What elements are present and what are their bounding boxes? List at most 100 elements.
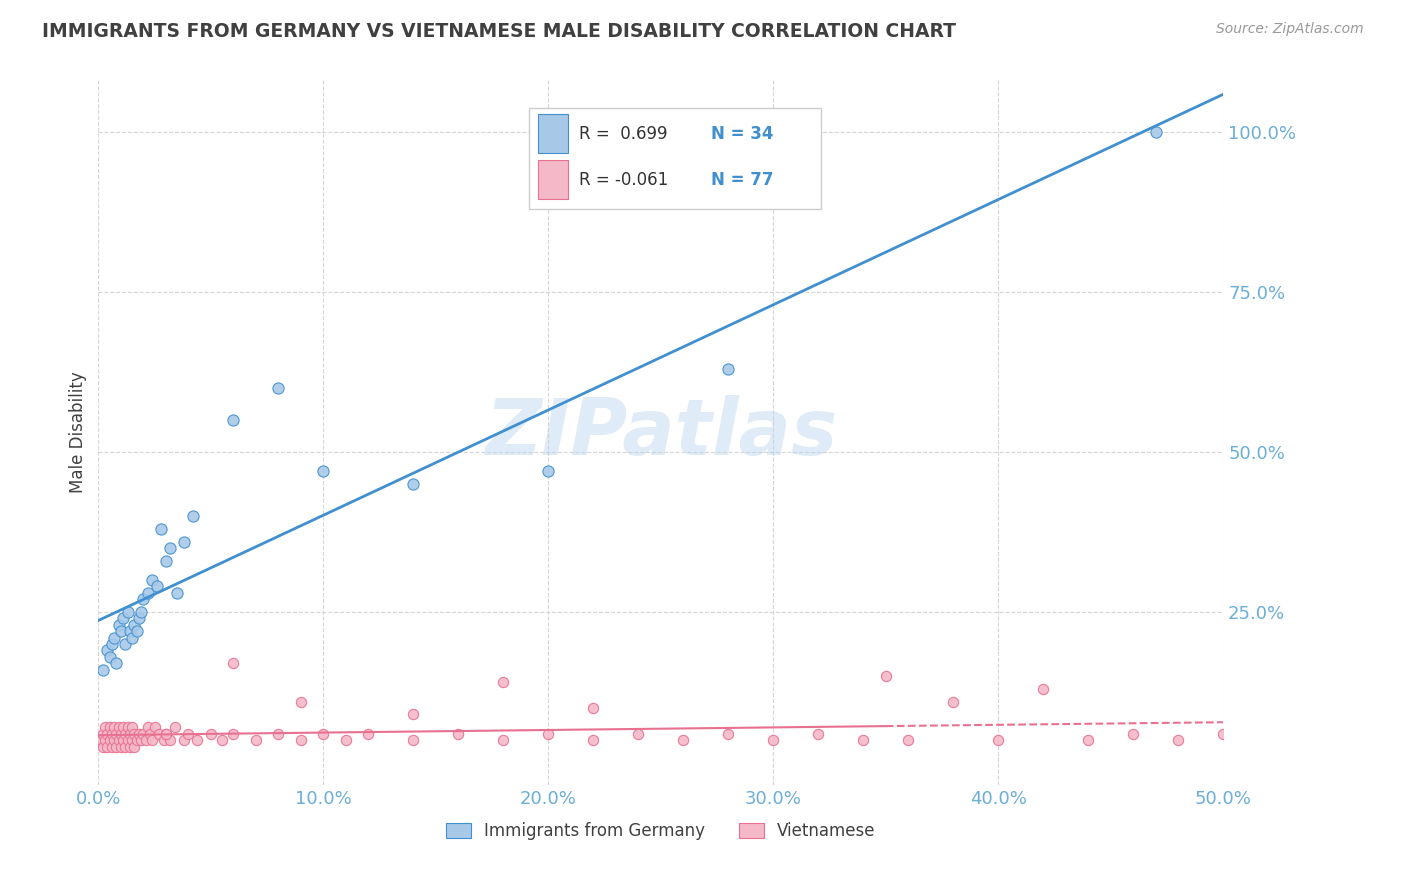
Text: N = 77: N = 77 bbox=[710, 171, 773, 189]
Point bbox=[222, 413, 245, 427]
Point bbox=[290, 695, 312, 709]
Point bbox=[125, 624, 148, 639]
Point bbox=[103, 733, 125, 747]
Point bbox=[91, 663, 114, 677]
Point bbox=[211, 733, 233, 747]
Point bbox=[136, 586, 159, 600]
Point bbox=[166, 586, 188, 600]
Point bbox=[114, 637, 136, 651]
Text: R =  0.699: R = 0.699 bbox=[579, 125, 668, 143]
Point bbox=[897, 733, 920, 747]
Point bbox=[125, 733, 148, 747]
Point bbox=[96, 739, 118, 754]
Point bbox=[132, 592, 155, 607]
Point bbox=[129, 733, 152, 747]
Legend: Immigrants from Germany, Vietnamese: Immigrants from Germany, Vietnamese bbox=[440, 816, 882, 847]
Point bbox=[141, 733, 163, 747]
Point bbox=[290, 733, 312, 747]
Point bbox=[159, 733, 181, 747]
Point bbox=[807, 727, 830, 741]
Point bbox=[146, 579, 169, 593]
Point bbox=[717, 727, 740, 741]
Point bbox=[98, 720, 121, 734]
Point bbox=[128, 611, 150, 625]
Point bbox=[1167, 733, 1189, 747]
Point bbox=[155, 554, 177, 568]
Point bbox=[312, 464, 335, 478]
Point bbox=[121, 720, 143, 734]
Point bbox=[155, 727, 177, 741]
Point bbox=[105, 657, 128, 671]
Point bbox=[537, 727, 560, 741]
FancyBboxPatch shape bbox=[537, 114, 568, 153]
Point bbox=[139, 727, 162, 741]
Point bbox=[335, 733, 357, 747]
Point bbox=[267, 727, 290, 741]
Text: N = 34: N = 34 bbox=[710, 125, 773, 143]
Point bbox=[181, 508, 204, 523]
Point bbox=[94, 720, 117, 734]
Point bbox=[762, 733, 785, 747]
Point bbox=[103, 631, 125, 645]
Point bbox=[402, 733, 425, 747]
Point bbox=[103, 720, 125, 734]
Point bbox=[105, 727, 128, 741]
Point bbox=[852, 733, 875, 747]
Point bbox=[245, 733, 267, 747]
Point bbox=[152, 733, 174, 747]
Point bbox=[112, 611, 135, 625]
Point bbox=[402, 476, 425, 491]
Point bbox=[987, 733, 1010, 747]
Text: ZIPatlas: ZIPatlas bbox=[485, 394, 837, 471]
Point bbox=[112, 733, 135, 747]
Point bbox=[107, 733, 129, 747]
Point bbox=[875, 669, 897, 683]
Point bbox=[1122, 727, 1144, 741]
Point bbox=[582, 701, 605, 715]
Point bbox=[112, 720, 135, 734]
Point bbox=[94, 733, 117, 747]
Point bbox=[101, 637, 124, 651]
Point bbox=[159, 541, 181, 555]
Point bbox=[107, 617, 129, 632]
Point bbox=[124, 617, 146, 632]
Point bbox=[186, 733, 208, 747]
Point bbox=[128, 727, 150, 741]
Point bbox=[110, 624, 132, 639]
Point bbox=[222, 657, 245, 671]
Point bbox=[492, 675, 515, 690]
Point bbox=[141, 573, 163, 587]
Point bbox=[101, 739, 124, 754]
Point bbox=[155, 727, 177, 741]
Point bbox=[117, 605, 139, 619]
Point bbox=[110, 739, 132, 754]
Point bbox=[150, 522, 173, 536]
Point bbox=[98, 733, 121, 747]
Point bbox=[105, 739, 128, 754]
Point bbox=[1144, 124, 1167, 138]
Y-axis label: Male Disability: Male Disability bbox=[69, 372, 87, 493]
Point bbox=[222, 727, 245, 741]
Point bbox=[117, 733, 139, 747]
Point bbox=[717, 361, 740, 376]
Point bbox=[357, 727, 380, 741]
Text: R = -0.061: R = -0.061 bbox=[579, 171, 669, 189]
Point bbox=[163, 720, 186, 734]
Point bbox=[121, 631, 143, 645]
Point bbox=[582, 733, 605, 747]
Text: IMMIGRANTS FROM GERMANY VS VIETNAMESE MALE DISABILITY CORRELATION CHART: IMMIGRANTS FROM GERMANY VS VIETNAMESE MA… bbox=[42, 22, 956, 41]
Point bbox=[135, 733, 157, 747]
Point bbox=[114, 727, 136, 741]
Point bbox=[312, 727, 335, 741]
Point bbox=[627, 727, 650, 741]
Point bbox=[118, 624, 141, 639]
Point bbox=[447, 727, 470, 741]
Point bbox=[118, 739, 141, 754]
Point bbox=[124, 727, 146, 741]
Point bbox=[136, 720, 159, 734]
Point bbox=[124, 739, 146, 754]
Point bbox=[200, 727, 222, 741]
Point bbox=[1077, 733, 1099, 747]
Text: Source: ZipAtlas.com: Source: ZipAtlas.com bbox=[1216, 22, 1364, 37]
Point bbox=[91, 739, 114, 754]
